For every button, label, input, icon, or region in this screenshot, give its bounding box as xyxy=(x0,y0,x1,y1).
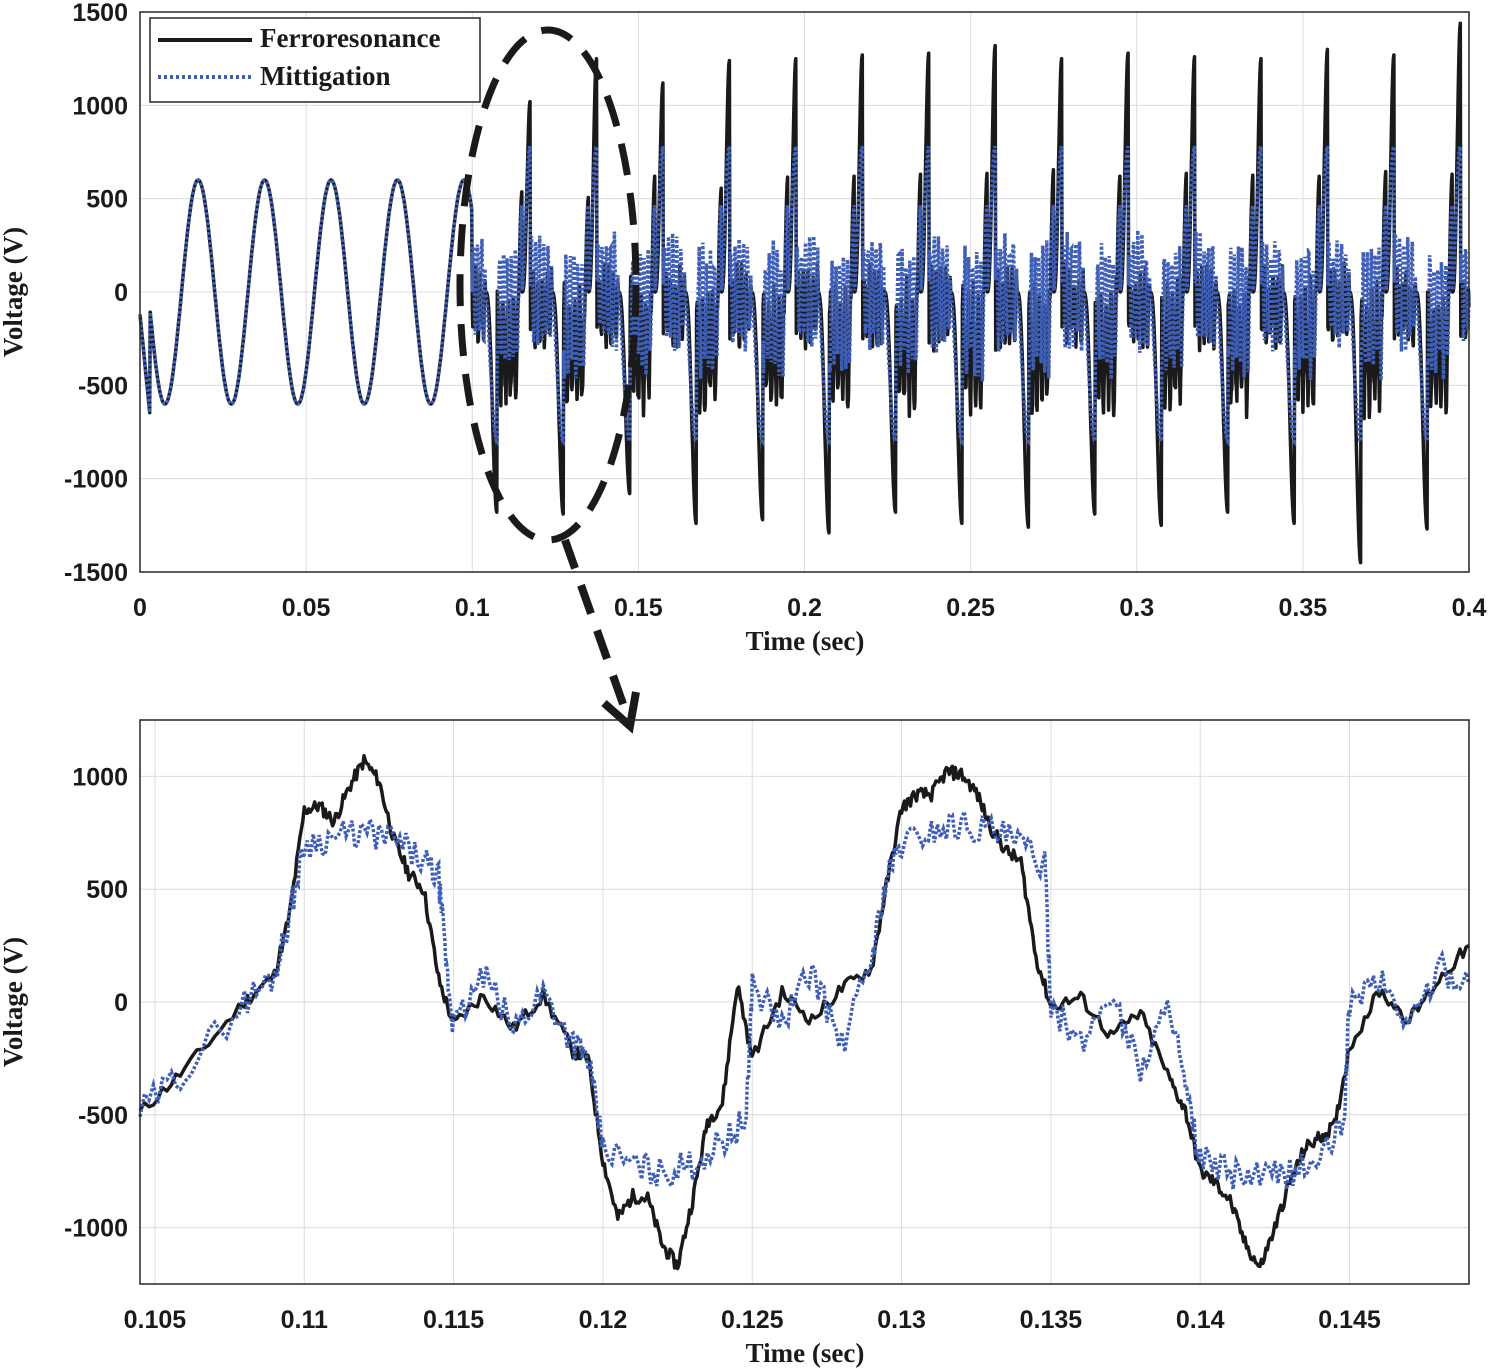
top-x-tick-label: 0.25 xyxy=(946,594,995,622)
top-x-tick-label: 0.35 xyxy=(1279,594,1328,622)
bottom-grid xyxy=(140,720,1469,1284)
bottom-y-tick-label: -500 xyxy=(78,1102,128,1130)
bottom-x-tick-label: 0.11 xyxy=(281,1306,328,1334)
bottom-y-axis-label: Voltage (V) xyxy=(0,937,28,1067)
bottom-chart: 0.105 0.11 0.115 0.12 0.125 0.13 0.135 0.14 0.14… xyxy=(0,719,1471,1368)
top-x-tick-label: 0.15 xyxy=(614,594,663,622)
bottom-y-tick-label: 1000 xyxy=(72,763,128,791)
bottom-x-axis-label: Time (sec) xyxy=(746,1338,865,1368)
top-x-tick-labels: 0 0.05 0.1 0.15 0.2 0.25 0.3 0.35 0.4 xyxy=(133,594,1486,622)
top-y-tick-label: 0 xyxy=(114,279,128,307)
legend-box xyxy=(149,17,481,103)
top-y-tick-label: 500 xyxy=(86,186,128,214)
zoom-region-ellipse xyxy=(456,26,640,544)
bottom-y-tick-label: -1000 xyxy=(64,1215,128,1243)
top-y-tick-label: 1500 xyxy=(72,0,128,27)
top-x-axis-label: Time (sec) xyxy=(746,626,865,656)
bottom-plot-frame xyxy=(139,719,1470,1285)
bottom-x-tick-label: 0.12 xyxy=(579,1306,628,1334)
bottom-y-tick-labels: -1000 -500 0 500 1000 xyxy=(64,763,128,1242)
bottom-x-tick-label: 0.14 xyxy=(1176,1306,1225,1334)
top-y-tick-label: -1500 xyxy=(64,559,128,587)
bottom-series-mittigation xyxy=(138,804,1471,1191)
top-plot-frame xyxy=(139,11,1470,573)
top-y-tick-labels: -1500 -1000 -500 0 500 1000 1500 xyxy=(64,0,128,587)
zoom-arrow-line xyxy=(561,538,632,720)
top-y-tick-label: 1000 xyxy=(72,92,128,120)
top-chart: 0 0.05 0.1 0.15 0.2 0.25 0.3 0.35 0.4 -1500 -1000… xyxy=(0,0,1486,734)
bottom-x-tick-labels: 0.105 0.11 0.115 0.12 0.125 0.13 0.135 0.14 0.14… xyxy=(124,1306,1381,1334)
bottom-x-tick-label: 0.13 xyxy=(877,1306,926,1334)
top-x-tick-label: 0.05 xyxy=(282,594,331,622)
top-x-tick-label: 0 xyxy=(133,594,147,622)
top-legend: Ferroresonance Mittigation xyxy=(149,17,481,103)
top-series-mittigation xyxy=(138,145,1471,447)
bottom-x-tick-label: 0.125 xyxy=(721,1306,784,1334)
top-x-tick-label: 0.2 xyxy=(787,594,822,622)
bottom-x-tick-label: 0.145 xyxy=(1318,1306,1381,1334)
bottom-series-ferroresonance xyxy=(138,754,1470,1271)
top-x-tick-label: 0.3 xyxy=(1119,594,1154,622)
top-y-tick-label: -500 xyxy=(78,372,128,400)
bottom-y-tick-label: 500 xyxy=(86,876,128,904)
top-y-tick-label: -1000 xyxy=(64,466,128,494)
bottom-x-tick-label: 0.105 xyxy=(124,1306,187,1334)
legend-label-mittigation: Mittigation xyxy=(260,61,390,91)
bottom-series xyxy=(138,754,1471,1271)
bottom-y-tick-label: 0 xyxy=(114,989,128,1017)
bottom-x-tick-label: 0.115 xyxy=(423,1306,484,1334)
legend-label-ferroresonance: Ferroresonance xyxy=(260,23,440,53)
top-y-axis-label: Voltage (V) xyxy=(0,227,28,357)
top-x-tick-label: 0.4 xyxy=(1452,594,1487,622)
top-x-tick-label: 0.1 xyxy=(455,594,490,622)
zoom-arrow-head xyxy=(601,691,640,734)
bottom-x-tick-label: 0.135 xyxy=(1020,1306,1083,1334)
top-series xyxy=(138,21,1471,565)
